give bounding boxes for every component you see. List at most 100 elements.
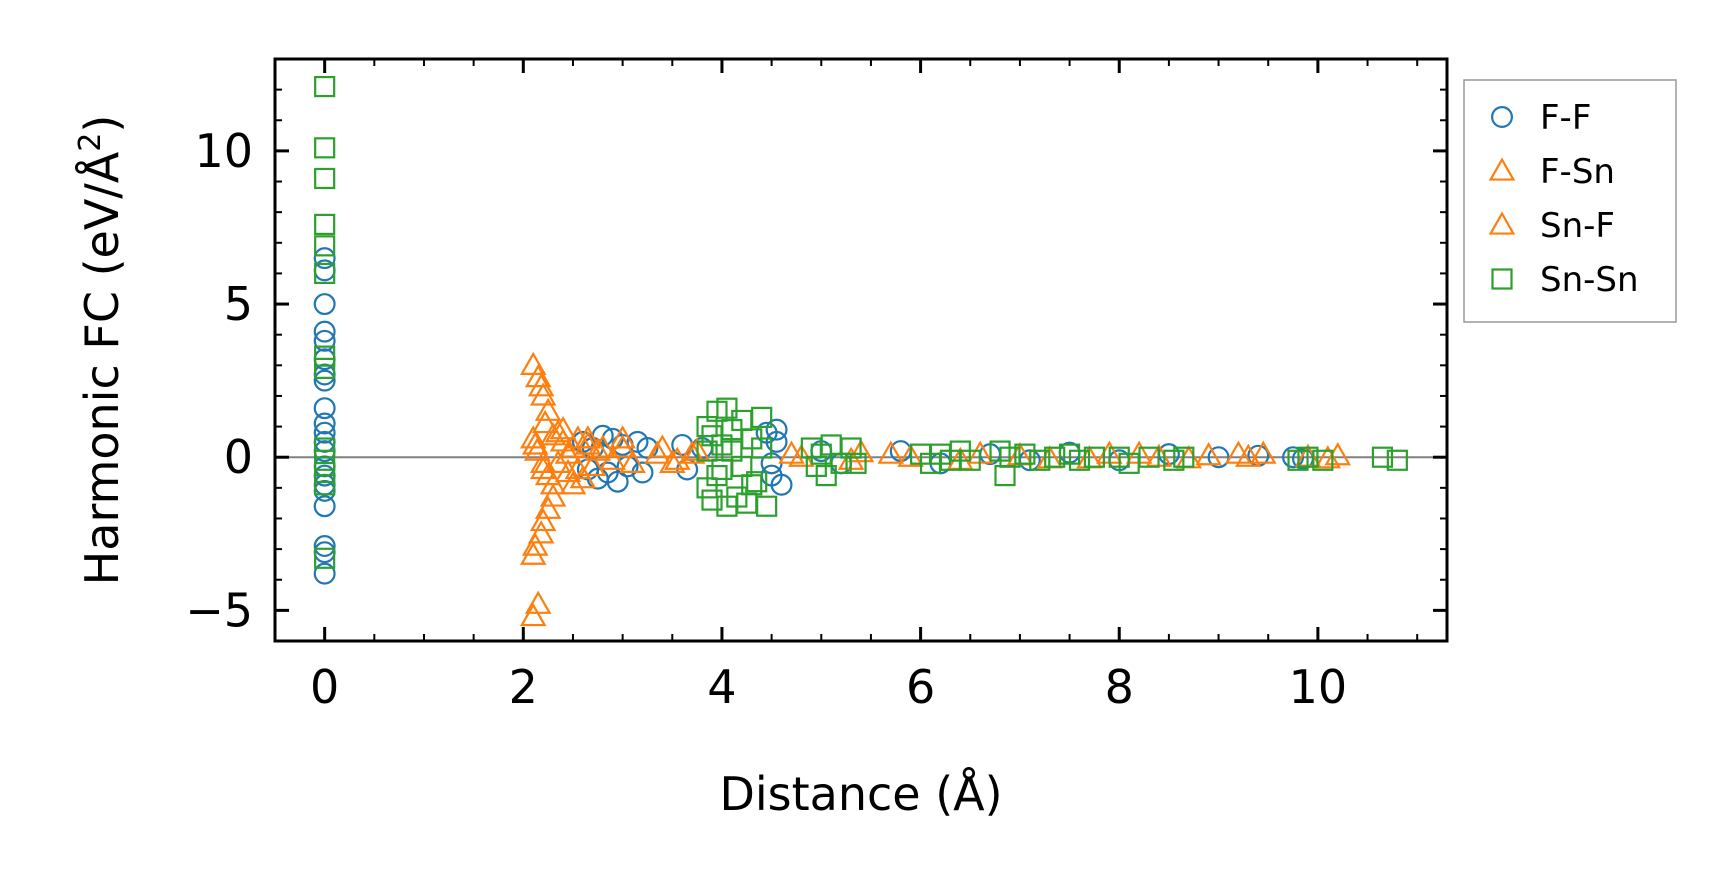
- point-sn-f: [599, 446, 626, 470]
- point-sn-f: [788, 443, 815, 467]
- x-tick-label: 6: [906, 660, 935, 714]
- point-f-sn: [529, 382, 557, 406]
- x-tick-label: 10: [1289, 660, 1348, 714]
- point-sn-sn: [1297, 446, 1319, 468]
- y-tick-label: 5: [224, 277, 253, 331]
- point-sn-sn: [1371, 446, 1394, 468]
- point-f-sn: [1195, 442, 1222, 466]
- point-sn-sn: [314, 357, 336, 379]
- point-f-sn: [658, 449, 686, 473]
- point-sn-f: [663, 446, 691, 470]
- plot-frame: [273, 57, 1449, 643]
- point-sn-sn: [845, 452, 867, 474]
- point-f-f: [313, 535, 336, 558]
- x-tick-label: 8: [1105, 660, 1134, 714]
- point-f-sn: [778, 440, 805, 464]
- legend-marker-sn-f: [1488, 211, 1516, 235]
- point-sn-sn: [314, 137, 336, 159]
- point-sn-sn: [706, 464, 728, 487]
- point-sn-f: [877, 440, 905, 464]
- point-sn-sn: [314, 213, 336, 236]
- point-sn-f: [619, 449, 646, 473]
- point-f-sn: [644, 440, 671, 464]
- point-f-sn: [523, 437, 551, 461]
- point-sn-sn: [815, 464, 837, 487]
- point-f-f: [1207, 446, 1230, 469]
- x-tick-label: 0: [310, 660, 339, 714]
- point-sn-f: [589, 434, 617, 458]
- point-sn-sn: [1173, 446, 1195, 468]
- point-sn-f: [574, 425, 602, 449]
- legend: F-F F-Sn Sn-F Sn-Sn: [1463, 79, 1677, 323]
- point-f-sn: [539, 471, 567, 495]
- point-sn-sn: [751, 406, 773, 428]
- point-sn-sn: [994, 464, 1016, 487]
- series-f-f: [313, 247, 1314, 585]
- point-sn-sn: [1014, 443, 1036, 465]
- point-sn-sn: [840, 437, 862, 459]
- point-f-f: [606, 470, 629, 493]
- point-f-sn: [524, 363, 552, 388]
- point-sn-sn: [1029, 449, 1051, 471]
- point-f-sn: [579, 452, 607, 477]
- legend-box: [1463, 79, 1677, 323]
- point-f-sn: [897, 443, 924, 467]
- series-f-sn: [519, 351, 1352, 627]
- legend-item-f-f: F-F: [1491, 98, 1591, 138]
- point-sn-f: [1235, 443, 1262, 467]
- legend-label: F-Sn: [1540, 152, 1615, 192]
- point-f-f: [1282, 446, 1305, 469]
- point-sn-sn: [314, 345, 336, 367]
- point-sn-f: [539, 422, 567, 446]
- point-f-f: [636, 437, 659, 460]
- tick-labels: 0 2 4 6 8 10 −5 0 5 10: [185, 124, 1347, 714]
- data-points: [313, 75, 1408, 627]
- point-sn-f: [649, 434, 676, 458]
- legend-item-f-sn: F-Sn: [1488, 152, 1615, 192]
- point-sn-sn: [314, 262, 336, 285]
- legend-label: Sn-Sn: [1540, 260, 1639, 300]
- point-f-f: [765, 418, 788, 441]
- legend-marker-sn-sn: [1491, 268, 1513, 290]
- point-sn-sn: [1068, 449, 1091, 471]
- point-f-sn: [1314, 445, 1342, 469]
- point-f-f: [313, 369, 336, 392]
- point-sn-sn: [716, 495, 738, 517]
- legend-label: Sn-F: [1540, 206, 1615, 246]
- point-sn-sn: [314, 167, 336, 190]
- point-sn-sn: [751, 437, 773, 459]
- legend-item-sn-f: Sn-F: [1488, 206, 1615, 246]
- point-sn-sn: [701, 489, 723, 511]
- point-f-sn: [574, 431, 602, 455]
- point-f-sn: [519, 541, 547, 565]
- point-f-sn: [584, 437, 612, 461]
- point-sn-sn: [999, 446, 1021, 468]
- point-sn-sn: [314, 547, 336, 569]
- y-tick-label: −5: [185, 583, 253, 637]
- point-sn-f: [1249, 440, 1277, 464]
- y-axis-title-superscript: 2: [73, 133, 108, 152]
- point-sn-sn: [1312, 449, 1334, 471]
- point-f-sn: [531, 409, 559, 434]
- point-f-f: [313, 421, 336, 444]
- x-tick-label: 2: [509, 660, 538, 714]
- point-f-f: [313, 320, 336, 343]
- point-sn-sn: [711, 434, 733, 456]
- point-f-f: [313, 397, 336, 420]
- point-f-f: [313, 562, 336, 585]
- point-f-sn: [847, 438, 875, 463]
- point-f-sn: [549, 416, 577, 440]
- y-axis-title-tail: ): [75, 115, 129, 133]
- point-f-f: [770, 473, 793, 496]
- point-sn-sn: [696, 440, 718, 462]
- point-f-sn: [1324, 442, 1352, 466]
- series-sn-sn: [314, 75, 1408, 569]
- point-sn-sn: [314, 235, 336, 257]
- point-f-f: [313, 495, 336, 518]
- x-tick-label: 4: [707, 660, 736, 714]
- point-sn-sn: [1044, 446, 1066, 468]
- point-f-f: [313, 329, 336, 352]
- point-f-sn: [534, 397, 562, 421]
- point-f-sn: [527, 373, 555, 397]
